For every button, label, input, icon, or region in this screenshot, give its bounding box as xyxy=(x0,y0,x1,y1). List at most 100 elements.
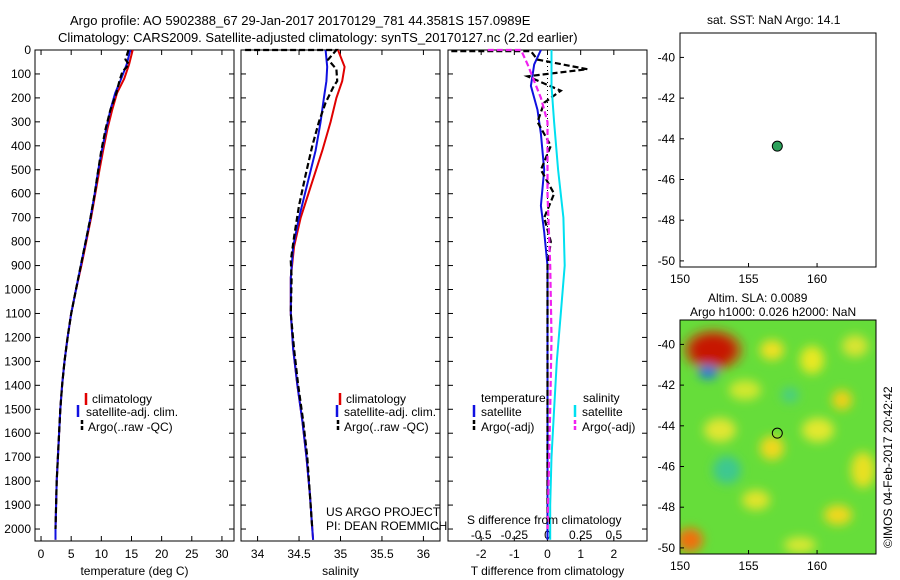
map-x-tick-label: 150 xyxy=(670,559,690,573)
sla-field xyxy=(680,320,876,554)
sla-map-frame xyxy=(679,319,877,555)
x-tick-label: 1 xyxy=(577,547,584,561)
map-y-tick-label: -40 xyxy=(658,50,676,64)
map-y-tick-label: -50 xyxy=(658,541,676,555)
x-tick-label: 35.5 xyxy=(370,547,394,561)
sla-blob xyxy=(851,452,875,488)
temperature-panel-frame xyxy=(34,49,235,542)
x-tick-label: 34 xyxy=(251,547,265,561)
sla-blob xyxy=(824,505,852,525)
y-tick-label: 600 xyxy=(11,187,31,201)
y-tick-label: 400 xyxy=(11,139,31,153)
sst-map-title: sat. SST: NaN Argo: 14.1 xyxy=(707,13,841,27)
map-x-tick-label: 150 xyxy=(670,272,690,286)
x-axis-label: T difference from climatology xyxy=(471,564,625,578)
pi-label: PI: DEAN ROEMMICH xyxy=(326,519,447,533)
legend-temperature-title: temperature xyxy=(481,391,546,405)
legend-clim-label: climatology xyxy=(92,392,152,406)
y-tick-label: 300 xyxy=(11,115,31,129)
x-tick-label: 36 xyxy=(417,547,431,561)
x-tick-label: 30 xyxy=(215,547,229,561)
sla-blob xyxy=(802,418,834,442)
y-tick-label: 1200 xyxy=(4,330,31,344)
series-line xyxy=(245,48,339,530)
x-tick-label: 5 xyxy=(68,547,75,561)
map-y-tick-label: -46 xyxy=(658,173,676,187)
s-difference-axis-title: S difference from climatology xyxy=(467,513,622,527)
y-tick-label: 1700 xyxy=(4,450,31,464)
legend-t-argo-label: Argo(-adj) xyxy=(481,420,534,434)
sla-blob xyxy=(704,418,736,442)
s-tick-label: -0.5 xyxy=(471,528,492,542)
argo-position-marker xyxy=(771,427,783,439)
sla-low-blob xyxy=(781,387,799,403)
x-tick-label: 0 xyxy=(38,547,45,561)
x-tick-label: -1 xyxy=(509,547,520,561)
sla-low-eddy xyxy=(698,365,718,379)
x-tick-label: -2 xyxy=(476,547,487,561)
x-tick-label: 20 xyxy=(155,547,169,561)
x-tick-label: 2 xyxy=(610,547,617,561)
map-y-tick-label: -44 xyxy=(658,419,676,433)
y-tick-label: 700 xyxy=(11,211,31,225)
salinity-plot: 34 34.5 35 35.5 36 salinity xyxy=(241,48,440,578)
difference-legend: temperature salinity satellite Argo(-adj… xyxy=(472,391,635,434)
project-label: US ARGO PROJECT xyxy=(326,505,441,519)
map-y-tick-label: -42 xyxy=(658,91,676,105)
x-axis-label: salinity xyxy=(322,564,359,578)
s-tick-label: 0.5 xyxy=(605,528,622,542)
x-tick-label: 15 xyxy=(125,547,139,561)
sla-high-eddy-rim xyxy=(683,329,743,371)
y-tick-label: 1300 xyxy=(4,354,31,368)
series-line xyxy=(54,49,131,530)
sla-map-title1: Altim. SLA: 0.0089 xyxy=(708,291,808,305)
map-y-tick-label: -40 xyxy=(658,337,676,351)
map-x-tick-label: 160 xyxy=(807,559,827,573)
sla-blob xyxy=(729,380,761,400)
temperature-legend: climatology satellite-adj. clim. Argo(..… xyxy=(76,392,178,434)
argo-position-marker xyxy=(771,140,783,152)
legend-t-satellite-label: satellite xyxy=(481,405,522,419)
y-tick-label: 1000 xyxy=(4,283,31,297)
temperature-plot: 0 5 10 15 20 25 300100200300400500600700800900… xyxy=(4,43,234,578)
map-y-tick-label: -48 xyxy=(658,213,676,227)
x-tick-label: 25 xyxy=(185,547,199,561)
series-line xyxy=(451,50,588,529)
series-line xyxy=(487,48,553,530)
sla-blob xyxy=(742,490,770,510)
header-line1: Argo profile: AO 5902388_67 29-Jan-2017 … xyxy=(70,13,531,28)
sst-map-frame xyxy=(679,32,877,268)
x-tick-label: 34.5 xyxy=(287,547,311,561)
legend-argo-label: Argo(..raw -QC) xyxy=(88,420,173,434)
sla-low-blob xyxy=(713,456,741,484)
series-line xyxy=(289,49,329,540)
map-y-tick-label: -42 xyxy=(658,378,676,392)
map-y-tick-label: -44 xyxy=(658,132,676,146)
legend-argo-label: Argo(..raw -QC) xyxy=(344,420,429,434)
y-tick-label: 100 xyxy=(11,67,31,81)
x-tick-label: 0 xyxy=(544,547,551,561)
y-tick-label: 1900 xyxy=(4,498,31,512)
legend-clim-label: climatology xyxy=(346,392,406,406)
map-x-tick-label: 160 xyxy=(807,272,827,286)
series-line xyxy=(549,50,566,540)
y-tick-label: 1800 xyxy=(4,474,31,488)
y-tick-label: 2000 xyxy=(4,522,31,536)
sla-blob xyxy=(800,346,824,374)
sla-blob xyxy=(680,528,703,552)
map-y-tick-label: -46 xyxy=(658,460,676,474)
y-tick-label: 500 xyxy=(11,163,31,177)
sla-map: 150 155 160 -40 -42 -44 -46 -48 -50 xyxy=(658,337,828,573)
legend-sat-label: satellite-adj. clim. xyxy=(86,405,178,419)
sla-blob xyxy=(832,390,852,410)
y-tick-label: 200 xyxy=(11,91,31,105)
y-tick-label: 800 xyxy=(11,235,31,249)
x-tick-label: 35 xyxy=(334,547,348,561)
salinity-panel-frame xyxy=(240,49,441,542)
s-tick-label: -0.25 xyxy=(501,528,529,542)
s-tick-label: 0.25 xyxy=(569,528,593,542)
y-tick-label: 1600 xyxy=(4,426,31,440)
sla-blob xyxy=(842,335,868,357)
header-line2: Climatology: CARS2009. Satellite-adjuste… xyxy=(58,30,578,45)
